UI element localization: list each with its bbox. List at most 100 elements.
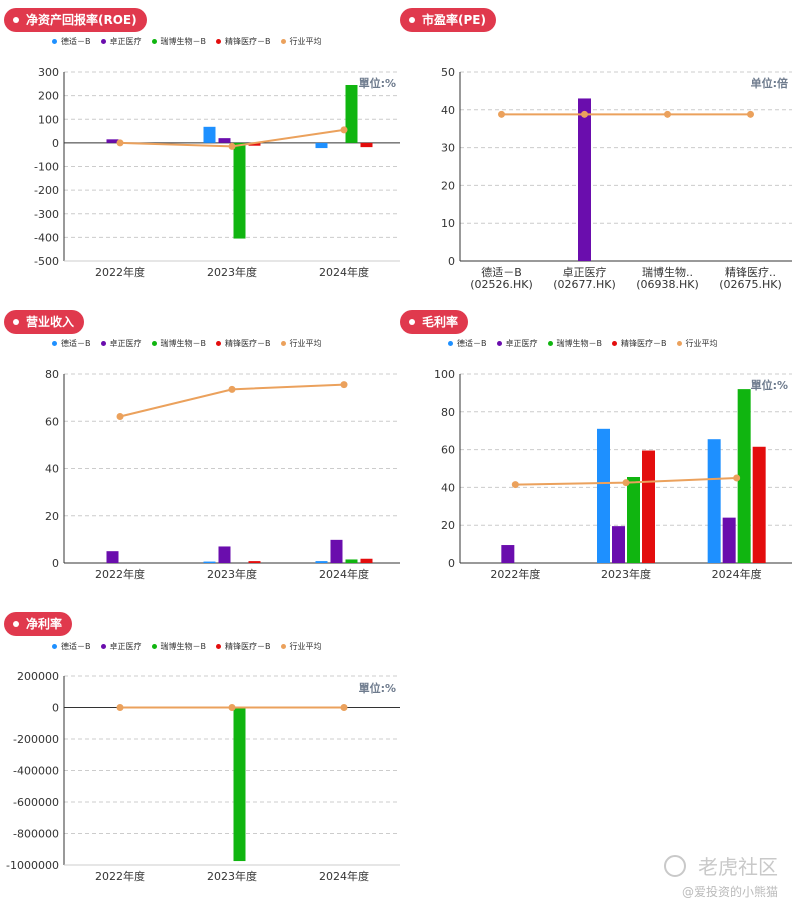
- legend-label: 瑞博生物－B: [160, 339, 207, 348]
- average-point: [622, 479, 630, 487]
- y-tick-label: 80: [45, 368, 59, 381]
- legend-dot-icon: [216, 341, 221, 346]
- legend-label: 瑞博生物－B: [160, 642, 207, 651]
- legend-label: 精锋医疗－B: [621, 339, 667, 348]
- pe-title: 市盈率(PE): [422, 13, 486, 27]
- roe-title: 净资产回报率(ROE): [26, 13, 137, 27]
- roe-title-badge: 净资产回报率(ROE): [4, 8, 147, 32]
- bar: [233, 707, 246, 862]
- average-point: [116, 413, 124, 421]
- unit-label: 單位:%: [359, 681, 396, 695]
- legend-dot-icon: [216, 39, 221, 44]
- legend-item[interactable]: 行业平均: [280, 338, 322, 349]
- legend-item[interactable]: 行业平均: [280, 36, 322, 47]
- bar: [345, 559, 358, 563]
- average-point: [511, 481, 519, 489]
- x-tick-label: 2023年度: [207, 869, 257, 883]
- legend-dot-icon: [100, 644, 106, 649]
- y-tick-label: 40: [441, 104, 455, 117]
- legend-label: 德适－B: [61, 37, 91, 46]
- legend-item[interactable]: 德适－B: [52, 338, 91, 349]
- average-point: [340, 381, 348, 389]
- legend-item[interactable]: 精锋医疗－B: [216, 36, 271, 47]
- x-tick-label: 2022年度: [490, 567, 540, 581]
- legend-dot-icon: [280, 341, 286, 346]
- x-tick-sublabel: (06938.HK): [636, 278, 699, 291]
- y-tick-label: 100: [434, 368, 455, 381]
- legend-item[interactable]: 卓正医疗: [100, 36, 142, 47]
- legend-label: 德适－B: [61, 339, 91, 348]
- y-tick-label: -300: [34, 208, 59, 221]
- average-point: [733, 474, 741, 482]
- legend-item[interactable]: 卓正医疗: [100, 641, 142, 652]
- legend-item[interactable]: 德适－B: [448, 338, 487, 349]
- bar: [203, 126, 216, 143]
- y-tick-label: 20: [45, 510, 59, 523]
- pe-chart: 50 40 30 20 10 0 单位:倍德适－B(02526.HK) 卓正医疗(02677.…: [441, 66, 792, 291]
- bar: [501, 545, 515, 563]
- legend-item[interactable]: 瑞博生物－B: [547, 338, 602, 349]
- legend-item[interactable]: 精锋医疗－B: [216, 338, 271, 349]
- bar: [642, 450, 655, 563]
- bar: [106, 551, 119, 563]
- y-tick-label: 0: [52, 557, 59, 570]
- legend-item[interactable]: 行业平均: [676, 338, 718, 349]
- legend-item[interactable]: 卓正医疗: [100, 338, 142, 349]
- legend-label: 精锋医疗－B: [225, 642, 271, 651]
- y-tick-label: -1000000: [6, 859, 59, 872]
- bullet-icon: [409, 17, 415, 23]
- bar: [106, 139, 119, 143]
- legend-label: 瑞博生物－B: [160, 37, 207, 46]
- bullet-icon: [13, 319, 19, 325]
- y-tick-label: -400: [34, 231, 59, 244]
- gross-chart: 100 80 60 40 20 0 單位:% 2022年度 2023年度 2024年度: [434, 368, 792, 581]
- legend-dot-icon: [151, 644, 157, 649]
- legend-item[interactable]: 德适－B: [52, 36, 91, 47]
- roe-legend: 德适－B 卓正医疗 瑞博生物－B 精锋医疗－B 行业平均: [52, 36, 332, 47]
- legend-item[interactable]: 瑞博生物－B: [151, 36, 207, 47]
- legend-dot-icon: [52, 39, 57, 44]
- legend-item[interactable]: 行业平均: [280, 641, 322, 652]
- legend-item[interactable]: 精锋医疗－B: [216, 641, 271, 652]
- y-tick-label: 0: [448, 255, 455, 268]
- bar: [315, 561, 328, 563]
- legend-dot-icon: [448, 341, 453, 346]
- y-tick-label: -600000: [13, 796, 59, 809]
- average-point: [340, 126, 348, 134]
- legend-dot-icon: [496, 341, 502, 346]
- gross-title-badge: 毛利率: [400, 310, 469, 334]
- legend-dot-icon: [280, 39, 286, 44]
- legend-item[interactable]: 精锋医疗－B: [612, 338, 667, 349]
- bar: [203, 561, 216, 563]
- legend-item[interactable]: 瑞博生物－B: [151, 338, 207, 349]
- legend-label: 德适－B: [61, 642, 91, 651]
- tiger-logo-icon: [663, 855, 686, 877]
- y-tick-label: -200: [34, 184, 59, 197]
- average-point: [228, 385, 236, 393]
- legend-dot-icon: [676, 341, 682, 346]
- average-point: [664, 110, 671, 118]
- roe-chart: 300 200 100 0 -100 -200 -300 -400 -500 單位:% 2022年度…: [34, 66, 400, 279]
- bar: [360, 558, 373, 563]
- legend-item[interactable]: 德适－B: [52, 641, 91, 652]
- legend-item[interactable]: 瑞博生物－B: [151, 641, 207, 652]
- legend-dot-icon: [612, 341, 617, 346]
- legend-label: 行业平均: [289, 37, 322, 46]
- bullet-icon: [13, 17, 19, 23]
- revenue-title: 营业收入: [26, 315, 75, 329]
- legend-dot-icon: [216, 644, 221, 649]
- x-tick-label: 瑞博生物..: [642, 265, 693, 279]
- x-tick-label: 精锋医疗..: [725, 265, 776, 279]
- legend-label: 德适－B: [457, 339, 487, 348]
- legend-item[interactable]: 卓正医疗: [496, 338, 538, 349]
- x-tick-label: 2022年度: [95, 869, 145, 883]
- legend-dot-icon: [52, 341, 57, 346]
- x-tick-label: 2023年度: [601, 567, 651, 581]
- y-tick-label: 60: [441, 444, 455, 457]
- legend-label: 精锋医疗－B: [225, 37, 271, 46]
- bar: [218, 138, 231, 143]
- x-tick-label: 2024年度: [319, 567, 369, 581]
- bar: [345, 84, 358, 143]
- legend-label: 卓正医疗: [109, 339, 142, 348]
- average-point: [228, 704, 236, 711]
